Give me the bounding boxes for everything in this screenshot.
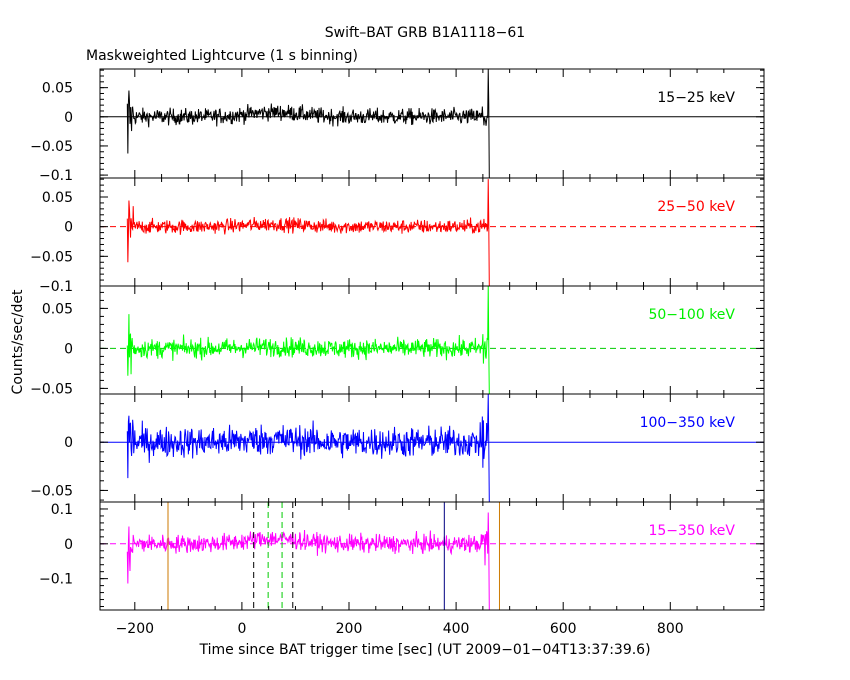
lightcurve-series bbox=[126, 512, 490, 611]
x-tick-label: 200 bbox=[336, 621, 363, 637]
panel-2: 0.05 0 −0.05 50−100 keV bbox=[30, 285, 765, 397]
y-tick-label: 0.1 bbox=[51, 502, 73, 518]
x-tick-label: −200 bbox=[116, 621, 154, 637]
y-axis-label: Counts/sec/det bbox=[10, 289, 26, 394]
chart-title: Swift–BAT GRB B1A1118−61 bbox=[325, 25, 525, 41]
band-label: 15−350 keV bbox=[648, 523, 735, 539]
chart-subtitle: Maskweighted Lightcurve (1 s binning) bbox=[86, 48, 358, 64]
y-tick-label: −0.1 bbox=[39, 168, 73, 184]
band-label: 50−100 keV bbox=[648, 307, 735, 323]
x-tick-label: 600 bbox=[550, 621, 577, 637]
band-label: 15−25 keV bbox=[657, 90, 735, 106]
band-label: 25−50 keV bbox=[657, 199, 735, 215]
y-tick-label: −0.1 bbox=[39, 572, 73, 588]
x-axis-label: Time since BAT trigger time [sec] (UT 20… bbox=[198, 642, 650, 658]
y-tick-label: −0.1 bbox=[39, 279, 73, 295]
y-tick-label: 0.05 bbox=[42, 190, 73, 206]
y-tick-label: 0 bbox=[64, 537, 73, 553]
y-tick-label: −0.05 bbox=[30, 381, 73, 397]
y-tick-label: −0.05 bbox=[30, 139, 73, 155]
y-tick-label: 0.05 bbox=[42, 301, 73, 317]
y-tick-label: 0 bbox=[64, 110, 73, 126]
panel-stack: 0.05 0 −0.05 −0.1 15−25 keV 0.05 0 −0.05 −0.1 25−… bbox=[30, 68, 765, 637]
panel-0: 0.05 0 −0.05 −0.1 15−25 keV bbox=[30, 68, 765, 184]
panel-frame bbox=[99, 285, 765, 395]
y-tick-label: −0.05 bbox=[30, 483, 73, 499]
y-tick-label: 0 bbox=[64, 341, 73, 357]
y-tick-label: −0.05 bbox=[30, 249, 73, 265]
y-tick-label: 0.05 bbox=[42, 81, 73, 97]
x-tick-label: 0 bbox=[237, 621, 246, 637]
y-tick-label: 0 bbox=[64, 220, 73, 236]
panel-frame bbox=[99, 177, 765, 287]
x-tick-label: 400 bbox=[443, 621, 470, 637]
panel-frame bbox=[99, 501, 765, 611]
panel-frame bbox=[99, 68, 765, 179]
y-tick-label: 0 bbox=[64, 435, 73, 451]
lightcurve-series bbox=[126, 285, 490, 395]
lightcurve-series bbox=[126, 179, 490, 287]
lightcurve-series bbox=[126, 68, 490, 179]
panel-4: 0.1 0 −0.1 15−350 keV bbox=[39, 501, 765, 611]
panel-1: 0.05 0 −0.05 −0.1 25−50 keV bbox=[30, 177, 765, 295]
panel-3: 0 −0.05 100−350 keV bbox=[30, 393, 765, 503]
lightcurve-series bbox=[126, 393, 490, 503]
band-label: 100−350 keV bbox=[640, 415, 736, 431]
x-tick-label: 800 bbox=[657, 621, 684, 637]
